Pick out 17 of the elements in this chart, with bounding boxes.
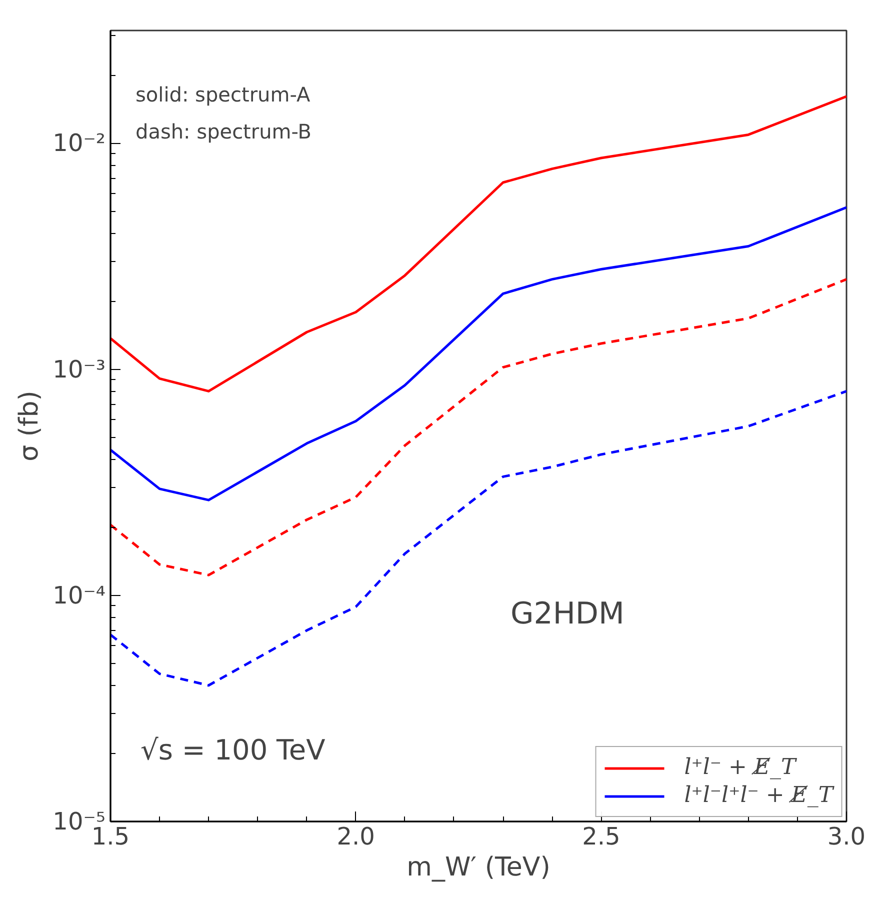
- y-tick-label: 10⁻²: [52, 129, 106, 158]
- annotation: dash: spectrum-B: [136, 120, 312, 144]
- legend-label: l⁺l⁻ + E̸_T: [684, 755, 796, 780]
- line-series: [110, 206, 846, 502]
- legend-label: l⁺l⁻l⁺l⁻ + E̸_T: [684, 783, 833, 808]
- y-tick-label: 10⁻⁴: [52, 581, 106, 610]
- x-tick-label: 3.0: [827, 822, 866, 850]
- y-tick-label: 10⁻³: [52, 355, 106, 384]
- x-tick-label: 2.5: [582, 822, 620, 850]
- y-axis-title: σ (fb): [14, 390, 45, 462]
- line-series: [110, 390, 846, 687]
- annotation: G2HDM: [510, 596, 624, 632]
- annotation: √s = 100 TeV: [140, 734, 326, 766]
- x-axis-title: m_W′ (TeV): [406, 852, 550, 882]
- line-series: [110, 278, 846, 576]
- annotation: solid: spectrum-A: [136, 82, 310, 106]
- x-tick-label: 2.0: [336, 822, 375, 850]
